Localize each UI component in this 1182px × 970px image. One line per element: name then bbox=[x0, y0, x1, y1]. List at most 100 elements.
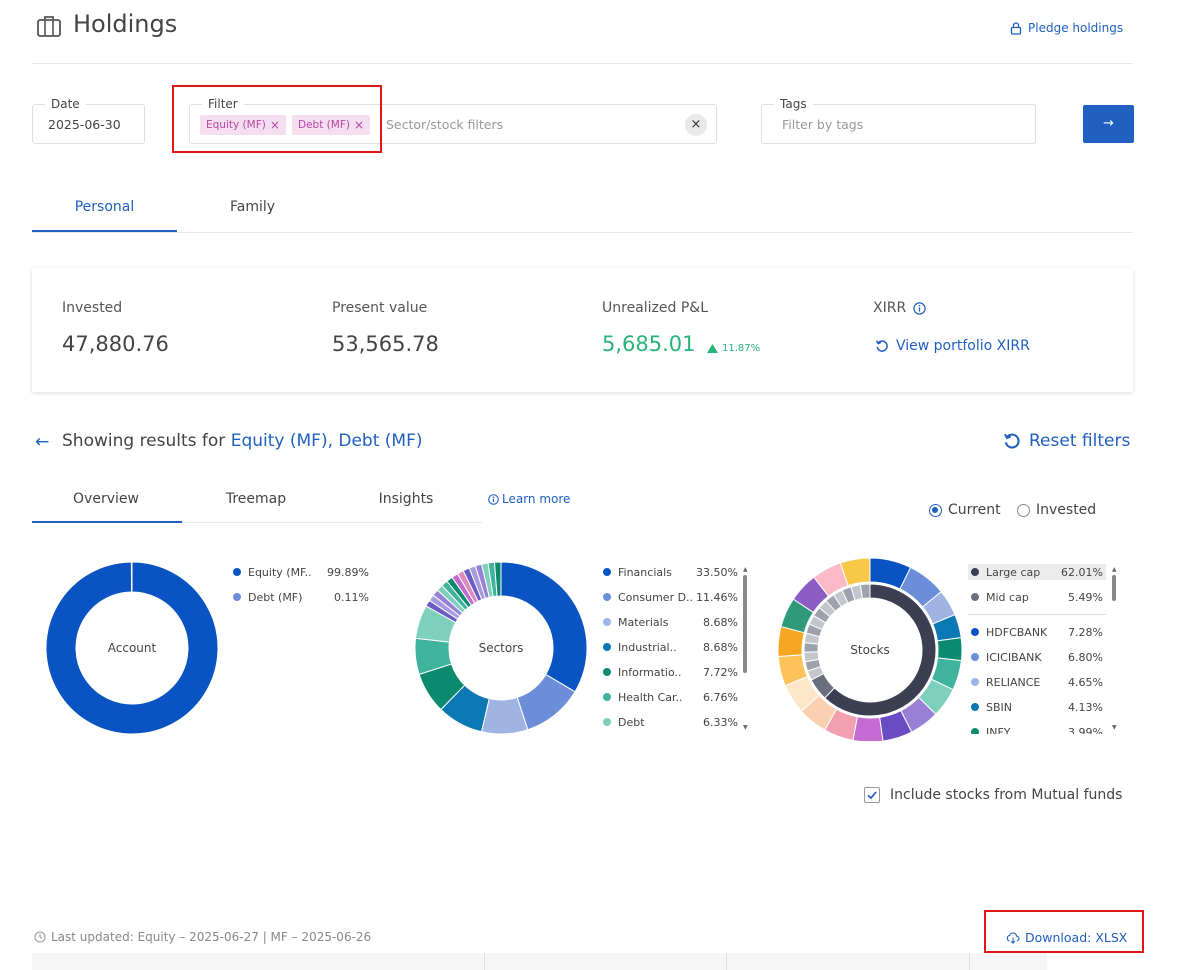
legend-swatch bbox=[603, 718, 611, 726]
radio-current[interactable]: Current bbox=[929, 502, 1001, 518]
legend-label: RELIANCE bbox=[986, 675, 1041, 689]
scroll-up-icon[interactable]: ▲ bbox=[743, 566, 748, 573]
legend-item[interactable]: Financials 33.50% bbox=[603, 564, 738, 580]
legend-swatch bbox=[971, 678, 979, 686]
date-label: Date bbox=[45, 97, 86, 111]
legend-value: 0.11% bbox=[334, 590, 369, 604]
tab-overview[interactable]: Overview bbox=[73, 491, 139, 507]
legend-label: Large cap bbox=[986, 565, 1041, 579]
filter-field[interactable]: Filter Equity (MF) × Debt (MF) × Sector/… bbox=[189, 97, 717, 144]
date-field[interactable]: Date 2025-06-30 bbox=[32, 97, 145, 144]
unrealized-pnl-value: 5,685.01 bbox=[602, 332, 696, 356]
remove-chip-icon[interactable]: × bbox=[269, 118, 280, 132]
scroll-up-icon[interactable]: ▲ bbox=[1112, 566, 1117, 573]
legend-item[interactable]: Industrial.. 8.68% bbox=[603, 639, 738, 655]
legend-item[interactable]: HDFCBANK 7.28% bbox=[968, 624, 1106, 640]
back-arrow-icon[interactable]: ← bbox=[35, 432, 50, 452]
active-tab-indicator bbox=[32, 230, 177, 232]
tab-family[interactable]: Family bbox=[229, 199, 276, 215]
sectors-slice[interactable] bbox=[500, 561, 588, 693]
legend-swatch bbox=[603, 643, 611, 651]
checkbox[interactable] bbox=[864, 787, 880, 803]
date-value: 2025-06-30 bbox=[48, 117, 121, 132]
legend-label: Materials bbox=[618, 615, 669, 629]
legend-item[interactable]: Equity (MF.. 99.89% bbox=[233, 564, 369, 580]
account-slice[interactable] bbox=[45, 561, 219, 735]
legend-value: 6.33% bbox=[703, 715, 738, 729]
xirr-label: XIRR bbox=[873, 300, 907, 316]
pnl-percent: 11.87% bbox=[707, 343, 760, 354]
info-icon[interactable] bbox=[913, 301, 926, 315]
scroll-down-icon[interactable]: ▼ bbox=[1112, 724, 1117, 731]
legend-label: Equity (MF.. bbox=[248, 565, 312, 579]
radio-current-indicator[interactable] bbox=[929, 503, 942, 517]
legend-value: 6.80% bbox=[1068, 650, 1103, 664]
legend-swatch bbox=[971, 593, 979, 601]
tags-field[interactable]: Tags Filter by tags bbox=[761, 97, 1036, 144]
radio-invested[interactable]: Invested bbox=[1017, 502, 1096, 518]
legend-item[interactable]: Materials 8.68% bbox=[603, 614, 738, 630]
learn-more-link[interactable]: Learn more bbox=[488, 492, 570, 506]
account-legend: Equity (MF.. 99.89% Debt (MF) 0.11% bbox=[233, 564, 369, 604]
sectors-donut-chart: Sectors bbox=[414, 561, 588, 735]
legend-item[interactable]: INFY 3.99% bbox=[968, 724, 1106, 734]
scroll-thumb[interactable] bbox=[1112, 575, 1116, 601]
legend-item[interactable]: Informatio.. 7.72% bbox=[603, 664, 738, 680]
legend-item[interactable]: Consumer D.. 11.46% bbox=[603, 589, 738, 605]
learn-more-label: Learn more bbox=[502, 492, 571, 506]
legend-label: Financials bbox=[618, 565, 672, 579]
sectors-other-slice[interactable] bbox=[493, 561, 502, 597]
chip-label: Debt (MF) bbox=[298, 119, 350, 131]
stocks-legend-scrollbar[interactable]: ▲ ▼ bbox=[1112, 566, 1117, 732]
reset-filters-button[interactable]: Reset filters bbox=[1003, 431, 1130, 451]
highlight-box bbox=[172, 85, 382, 153]
invested-value: 47,880.76 bbox=[62, 332, 169, 356]
legend-item[interactable]: RELIANCE 4.65% bbox=[968, 674, 1106, 690]
lock-icon bbox=[1010, 21, 1022, 35]
tab-insights[interactable]: Insights bbox=[378, 491, 434, 507]
legend-item[interactable]: Debt 6.33% bbox=[603, 714, 738, 730]
stocks-other-slice[interactable] bbox=[839, 557, 871, 587]
stocks-other-slice[interactable] bbox=[852, 716, 884, 741]
legend-label: ICICIBANK bbox=[986, 650, 1042, 664]
apply-filters-button[interactable]: → bbox=[1083, 105, 1134, 143]
stocks-market-cap-other-slice[interactable] bbox=[859, 583, 871, 600]
stocks-slice[interactable] bbox=[936, 637, 963, 662]
cloud-download-icon bbox=[1006, 931, 1020, 944]
present-value-label: Present value bbox=[332, 300, 428, 316]
legend-item[interactable]: Large cap 62.01% bbox=[968, 564, 1106, 580]
scroll-down-icon[interactable]: ▼ bbox=[743, 724, 748, 731]
chart-tabs-divider bbox=[32, 522, 482, 523]
filter-chip-debt-mf: Debt (MF) × bbox=[292, 115, 371, 135]
reset-filters-label: Reset filters bbox=[1029, 431, 1131, 451]
account-slice[interactable] bbox=[130, 561, 133, 593]
legend-swatch bbox=[971, 653, 979, 661]
holdings-table-header bbox=[32, 953, 1047, 970]
remove-chip-icon[interactable]: × bbox=[353, 118, 365, 132]
chip-label: Equity (MF) bbox=[206, 119, 266, 131]
sector-stock-filter-input[interactable]: Sector/stock filters bbox=[386, 117, 504, 132]
radio-invested-indicator[interactable] bbox=[1017, 503, 1030, 517]
clear-filters-icon[interactable]: × bbox=[685, 114, 707, 136]
legend-item[interactable]: Debt (MF) 0.11% bbox=[233, 589, 369, 605]
legend-value: 99.89% bbox=[327, 565, 369, 579]
legend-swatch bbox=[603, 693, 611, 701]
sectors-legend-scrollbar[interactable]: ▲ ▼ bbox=[743, 566, 748, 732]
download-xlsx-link[interactable]: Download: XLSX bbox=[1006, 930, 1127, 945]
legend-item[interactable]: ICICIBANK 6.80% bbox=[968, 649, 1106, 665]
refresh-icon bbox=[1004, 433, 1020, 449]
legend-item[interactable]: SBIN 4.13% bbox=[968, 699, 1106, 715]
legend-label: Informatio.. bbox=[618, 665, 682, 679]
tab-personal[interactable]: Personal bbox=[74, 199, 135, 215]
legend-swatch bbox=[971, 703, 979, 711]
pledge-holdings-link[interactable]: Pledge holdings bbox=[1010, 21, 1123, 35]
view-portfolio-xirr-link[interactable]: View portfolio XIRR bbox=[875, 338, 1030, 354]
tab-treemap[interactable]: Treemap bbox=[225, 491, 287, 507]
radio-current-label: Current bbox=[948, 502, 1001, 518]
scroll-thumb[interactable] bbox=[743, 575, 747, 673]
legend-item[interactable]: Health Car.. 6.76% bbox=[603, 689, 738, 705]
xirr-label-wrap: XIRR bbox=[873, 300, 926, 316]
legend-item[interactable]: Mid cap 5.49% bbox=[968, 589, 1106, 605]
tags-input[interactable]: Filter by tags bbox=[782, 117, 864, 132]
include-mf-stocks-checkbox[interactable]: Include stocks from Mutual funds bbox=[864, 787, 1122, 803]
